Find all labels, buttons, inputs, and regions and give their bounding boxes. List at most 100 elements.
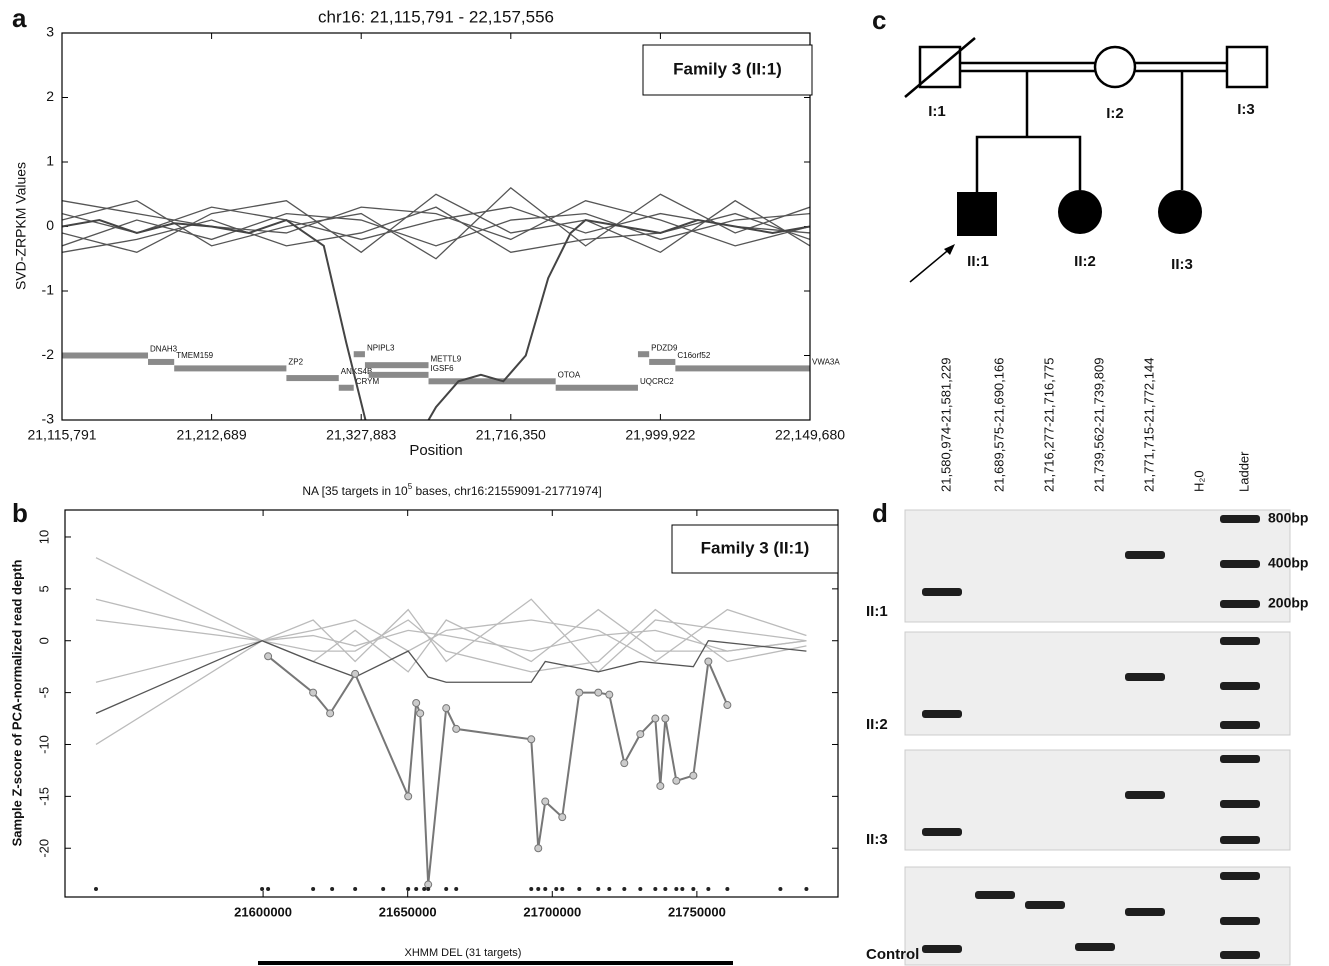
y-tick-label: 10: [36, 530, 51, 544]
chart-title: chr16: 21,115,791 - 22,157,556: [318, 7, 554, 26]
band: [1125, 551, 1165, 559]
band: [922, 710, 962, 718]
x-tick-label: 21700000: [523, 904, 581, 919]
series-line: [62, 214, 810, 246]
chart-title: NA [35 targets in 105 bases, chr16:21559…: [302, 482, 601, 498]
target-dot: [778, 887, 782, 891]
gene-bar: [369, 372, 429, 378]
lane-label: Ladder: [1236, 451, 1251, 492]
target-dot: [381, 887, 385, 891]
x-tick-label: 21,999,922: [625, 427, 695, 443]
y-tick-label: -3: [42, 411, 55, 427]
proband-arrow: [910, 247, 952, 282]
target-dot: [529, 887, 533, 891]
point: [662, 715, 669, 722]
individual-label: I:3: [1237, 101, 1255, 118]
gene-label: TMEM159: [176, 351, 213, 360]
gene-label: C16orf52: [677, 351, 710, 360]
panel-label: d: [872, 498, 888, 528]
point: [690, 772, 697, 779]
gene-label: OTOA: [558, 370, 581, 379]
row-label: Control: [866, 946, 919, 963]
point: [637, 731, 644, 738]
individual-label: I:2: [1106, 105, 1124, 122]
pedigree: c I:1 I:2 I:3 II:1 II:2 II:3: [872, 5, 1267, 282]
target-dot: [414, 887, 418, 891]
y-tick-label: -20: [36, 839, 51, 858]
y-tick-label: -1: [42, 282, 55, 298]
point: [535, 845, 542, 852]
gene-label: ZP2: [288, 358, 303, 367]
figure: a chr16: 21,115,791 - 22,157,556 SVD-ZRP…: [0, 0, 1329, 966]
gene-label: UQCRC2: [640, 377, 674, 386]
point: [528, 736, 535, 743]
panel-label: a: [12, 3, 27, 33]
point: [265, 653, 272, 660]
point: [443, 705, 450, 712]
point: [310, 689, 317, 696]
female: [1095, 47, 1135, 87]
x-tick-label: 21,716,350: [476, 427, 546, 443]
band: [1220, 682, 1260, 690]
lane-label: 21,689,575-21,690,166: [991, 358, 1006, 492]
row-label: II:2: [866, 716, 888, 733]
gene-bar: [429, 378, 556, 384]
panel-label: b: [12, 498, 28, 528]
gene-bar: [339, 385, 354, 391]
point: [621, 760, 628, 767]
x-tick-label: 21,212,689: [177, 427, 247, 443]
gene-bar: [148, 359, 174, 365]
affected-female: [1058, 190, 1102, 234]
target-dot: [560, 887, 564, 891]
band: [1075, 943, 1115, 951]
point: [559, 814, 566, 821]
target-dot: [663, 887, 667, 891]
y-tick-label: 0: [36, 637, 51, 644]
legend-entry: Family 3 (II:1): [673, 59, 782, 78]
band: [1220, 800, 1260, 808]
point: [417, 710, 424, 717]
target-dot: [454, 887, 458, 891]
x-tick-label: 21750000: [668, 904, 726, 919]
title-part: NA [35 targets in 10: [302, 484, 408, 498]
band: [1025, 901, 1065, 909]
band: [1220, 951, 1260, 959]
gene-label: VWA3A: [812, 358, 840, 367]
point: [327, 710, 334, 717]
gene-bar: [675, 365, 810, 371]
target-dot: [260, 887, 264, 891]
target-dot: [406, 887, 410, 891]
band: [922, 588, 962, 596]
target-dot: [353, 887, 357, 891]
point: [352, 670, 359, 677]
series-line: [268, 656, 727, 884]
target-dot: [638, 887, 642, 891]
y-tick-label: 2: [46, 88, 54, 104]
band: [1220, 560, 1260, 568]
gene-bar: [649, 359, 675, 365]
lane-label: 21,771,715-21,772,144: [1141, 358, 1156, 492]
point: [705, 658, 712, 665]
y-tick-label: -15: [36, 787, 51, 806]
target-dot: [426, 887, 430, 891]
band: [1220, 872, 1260, 880]
band: [975, 891, 1015, 899]
point: [657, 782, 664, 789]
band: [1220, 917, 1260, 925]
gene-bar: [354, 351, 365, 357]
individual-label: II:2: [1074, 253, 1096, 270]
ladder-label: 200bp: [1268, 595, 1308, 611]
point: [606, 691, 613, 698]
target-dot: [691, 887, 695, 891]
lane-label: 21,739,562-21,739,809: [1091, 358, 1106, 492]
target-dot: [577, 887, 581, 891]
y-axis-label: Sample Z-score of PCA-normalized read de…: [9, 560, 24, 847]
target-dot: [536, 887, 540, 891]
x-tick-label: 22,149,680: [775, 427, 845, 443]
individual-label: II:1: [967, 253, 989, 270]
target-dot: [554, 887, 558, 891]
gene-bar: [556, 385, 638, 391]
band: [1220, 836, 1260, 844]
band: [1220, 721, 1260, 729]
affected-female: [1158, 190, 1202, 234]
